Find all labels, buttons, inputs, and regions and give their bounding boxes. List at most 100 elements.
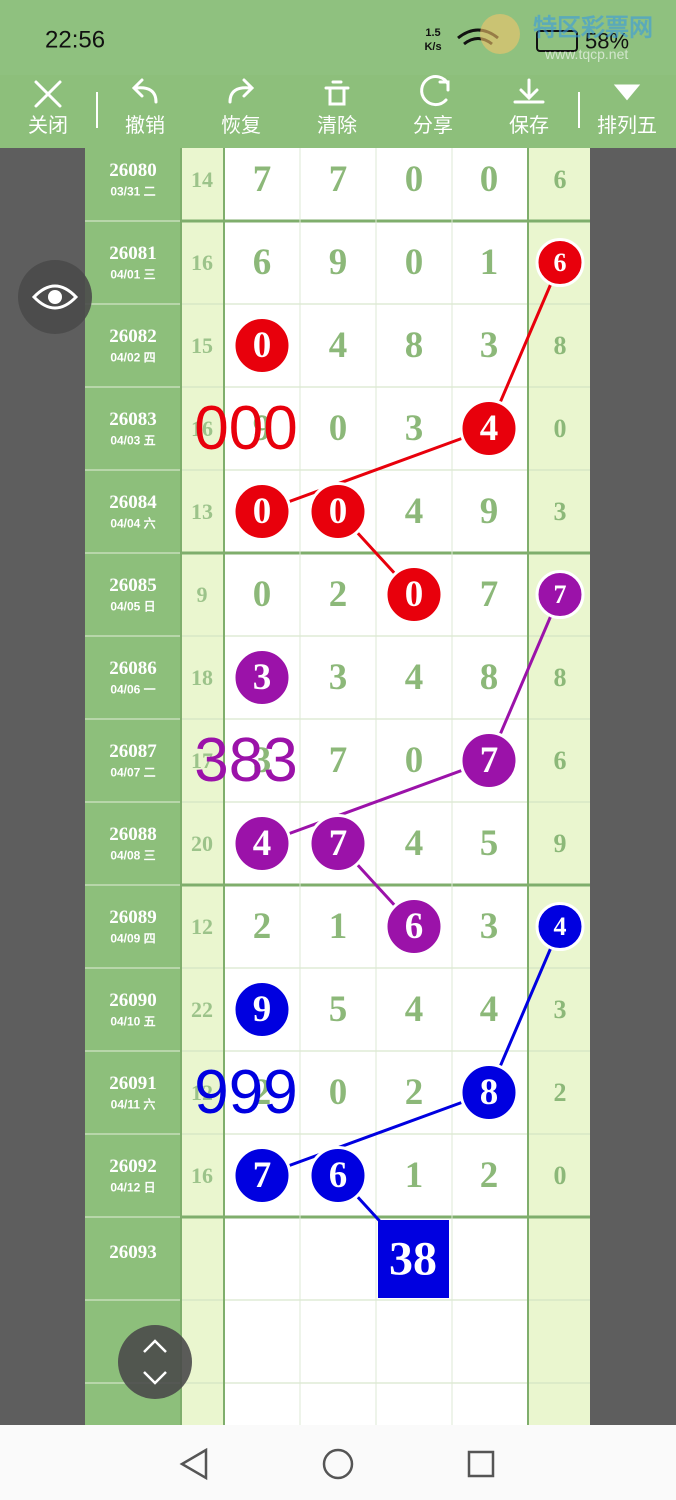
sum: 15: [191, 333, 213, 358]
ball: [459, 1063, 519, 1122]
digit: 2: [329, 574, 348, 615]
date: 04/04 六: [110, 516, 155, 531]
nav-recent[interactable]: [467, 1450, 495, 1478]
period: 26086: [109, 658, 157, 679]
digit: 3: [480, 325, 499, 366]
toolbar-button[interactable]: 恢复: [221, 78, 261, 137]
watermark-logo: [480, 14, 520, 54]
digit: 9: [554, 829, 567, 858]
eye-button[interactable]: [18, 260, 92, 334]
digit: 3: [480, 906, 499, 947]
eye-icon: [31, 284, 79, 310]
nav-bar: [0, 1425, 676, 1500]
prediction: 38: [389, 1233, 437, 1286]
ball: [535, 902, 585, 951]
digit: 0: [554, 1161, 567, 1190]
period-column: [85, 138, 181, 1425]
ball: [384, 565, 444, 624]
ball-digit: 7: [329, 823, 348, 864]
ball: [232, 814, 292, 873]
digit: 3: [329, 657, 348, 698]
digit: 4: [405, 823, 424, 864]
date: 04/12 日: [110, 1181, 155, 1195]
digit: 7: [253, 159, 272, 200]
sum: 14: [191, 167, 213, 192]
scroll-button[interactable]: [118, 1325, 192, 1399]
digit: 2: [480, 1155, 499, 1196]
date: 04/10 五: [110, 1015, 155, 1029]
nav-home[interactable]: [322, 1448, 354, 1480]
sum: 12: [191, 1080, 213, 1105]
period: 26081: [109, 243, 157, 264]
prediction-box: [378, 1220, 449, 1298]
digit: 3: [554, 497, 567, 526]
digit: 2: [554, 1078, 567, 1107]
ball-digit: 8: [480, 1072, 499, 1113]
ball-digit: 6: [554, 248, 567, 277]
battery: 58%: [585, 29, 629, 54]
toolbar-label: 排列五: [597, 114, 657, 137]
toolbar-button[interactable]: 排列五: [597, 84, 657, 137]
toolbar-button[interactable]: 保存: [509, 78, 549, 137]
period: 26082: [109, 326, 157, 347]
status-bar: [0, 0, 676, 75]
sum: 16: [191, 250, 213, 275]
digit: 2: [253, 1072, 272, 1113]
annotation: 383: [194, 726, 297, 795]
date: 04/03 五: [110, 434, 155, 448]
speed-unit: K/s: [424, 41, 441, 53]
toolbar-icon: [34, 80, 62, 108]
digit: 3: [253, 740, 272, 781]
digit: 1: [480, 242, 499, 283]
digit: 0: [480, 159, 499, 200]
digit: 0: [405, 159, 424, 200]
date: 04/02 四: [110, 351, 155, 365]
annotation: 000: [194, 394, 297, 463]
toolbar-icon: [131, 78, 158, 104]
digit: 9: [480, 491, 499, 532]
toolbar-icon: [324, 80, 350, 106]
date: 04/07 二: [110, 766, 155, 780]
ball-digit: 9: [253, 989, 272, 1030]
ball-digit: 7: [480, 740, 499, 781]
ball: [232, 482, 292, 541]
ball-digit: 7: [253, 1155, 272, 1196]
digit: 3: [405, 408, 424, 449]
digit: 3: [554, 995, 567, 1024]
toolbar-button[interactable]: 清除: [317, 80, 357, 137]
digit: 4: [405, 657, 424, 698]
toolbar-icon: [513, 78, 545, 104]
ball-digit: 6: [329, 1155, 348, 1196]
digit: 9: [253, 408, 272, 449]
ball-digit: 0: [405, 574, 424, 615]
eye-pupil: [48, 290, 62, 304]
ball: [459, 731, 519, 790]
digit: 5: [480, 823, 499, 864]
ball-digit: 0: [253, 325, 272, 366]
digit: 4: [405, 989, 424, 1030]
period: 26089: [109, 907, 157, 928]
sum: 13: [191, 499, 213, 524]
ball: [232, 316, 292, 375]
digit: 6: [554, 165, 567, 194]
period: 26093: [109, 1242, 157, 1263]
date: 04/06 一: [110, 683, 155, 697]
digit: 7: [329, 159, 348, 200]
toolbar-icon: [613, 84, 641, 101]
ball: [308, 814, 368, 873]
ball: [232, 980, 292, 1039]
scroll-icon: [143, 1339, 167, 1385]
ball-digit: 3: [253, 657, 272, 698]
toolbar-button[interactable]: 撤销: [125, 78, 165, 137]
date: 04/08 三: [110, 849, 155, 863]
watermark-name: 特区彩票网: [533, 15, 653, 42]
ball-digit: 7: [554, 580, 567, 609]
sum-column: [181, 138, 224, 1425]
digit: 6: [554, 746, 567, 775]
toolbar-button[interactable]: 分享: [413, 75, 453, 137]
date: 04/05 日: [110, 600, 155, 614]
nav-back[interactable]: [179, 1447, 208, 1481]
toolbar-button[interactable]: 关闭: [28, 80, 68, 137]
fifth-column: [528, 138, 590, 1425]
